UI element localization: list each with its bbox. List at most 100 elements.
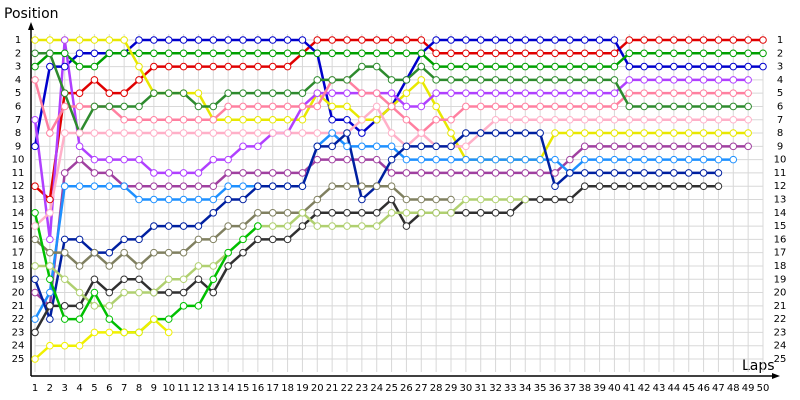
lap-marker: [343, 182, 351, 191]
lap-marker: [372, 208, 381, 217]
lap-marker: [358, 155, 366, 164]
lap-marker: [224, 195, 232, 204]
lap-marker: [551, 102, 559, 111]
lap-marker: [417, 102, 426, 111]
lap-marker: [343, 89, 351, 97]
lap-marker: [580, 76, 589, 84]
series-line: [35, 198, 526, 308]
lap-marker: [31, 62, 39, 71]
lap-marker: [729, 36, 738, 44]
lap-marker: [655, 89, 663, 97]
lap-marker: [164, 36, 173, 44]
lap-marker: [580, 49, 589, 58]
lap-marker: [684, 62, 693, 71]
lap-marker: [521, 195, 530, 204]
lap-marker: [699, 102, 708, 111]
lap-marker: [164, 248, 173, 257]
lap-marker: [551, 89, 559, 97]
x-tick-label: 7: [121, 383, 127, 394]
lap-marker: [684, 142, 693, 151]
lap-marker: [447, 36, 455, 44]
lap-marker: [135, 102, 143, 111]
lap-marker: [239, 49, 247, 58]
lap-marker: [194, 169, 203, 177]
lap-marker: [283, 49, 292, 58]
y-tick-label-right: 6: [777, 101, 783, 112]
y-tick-label: 18: [12, 261, 25, 272]
x-tick-label: 21: [326, 383, 339, 394]
lap-marker: [506, 89, 515, 97]
lap-marker: [491, 102, 500, 111]
lap-marker: [313, 155, 322, 164]
lap-marker: [90, 288, 99, 297]
lap-marker: [462, 36, 470, 44]
lap-marker: [462, 76, 470, 84]
lap-marker: [566, 89, 574, 97]
lap-marker: [209, 36, 218, 44]
x-tick-label: 27: [415, 383, 428, 394]
lap-marker: [135, 288, 143, 297]
series-line: [34, 52, 763, 68]
lap-marker: [239, 129, 247, 137]
lap-marker: [209, 49, 218, 58]
y-tick-label-right: 17: [774, 248, 787, 259]
lap-marker: [476, 62, 485, 71]
lap-marker: [625, 76, 634, 84]
y-tick-label-right: 21: [774, 301, 787, 312]
lap-marker: [120, 182, 128, 191]
y-tick-label-right: 2: [777, 48, 783, 59]
lap-marker: [714, 49, 723, 58]
lap-marker: [402, 222, 411, 230]
lap-marker: [75, 36, 84, 44]
lap-marker: [536, 129, 544, 137]
lap-marker: [670, 142, 678, 151]
lap-marker: [224, 155, 232, 164]
lap-marker: [164, 62, 173, 71]
lap-marker: [521, 76, 530, 84]
lap-marker: [580, 169, 589, 177]
lap-marker: [31, 36, 39, 44]
lap-marker: [551, 62, 559, 71]
x-tick-label: 17: [266, 383, 279, 394]
lap-marker: [372, 89, 381, 97]
x-tick-label: 25: [385, 383, 398, 394]
lap-marker: [595, 142, 604, 151]
lap-marker: [105, 262, 114, 270]
lap-marker: [536, 49, 544, 58]
lap-marker: [298, 49, 307, 58]
lap-marker: [625, 142, 634, 151]
lap-marker: [640, 182, 648, 191]
lap-marker: [90, 182, 99, 191]
lap-marker: [120, 328, 128, 337]
lap-marker: [150, 195, 158, 204]
x-tick-label: 50: [757, 383, 770, 394]
lap-marker: [239, 248, 247, 257]
lap-marker: [343, 155, 351, 164]
x-tick-label: 42: [638, 383, 651, 394]
lap-marker: [432, 102, 440, 111]
y-arrow: [28, 22, 34, 30]
x-tick-label: 14: [222, 383, 235, 394]
lap-marker: [625, 102, 634, 111]
lap-marker: [417, 49, 426, 58]
lap-marker: [164, 222, 173, 230]
lap-marker: [506, 129, 515, 137]
lap-marker: [714, 129, 723, 137]
lap-marker: [120, 36, 128, 44]
lap-marker: [714, 102, 723, 111]
x-tick-label: 16: [251, 383, 264, 394]
lap-marker: [684, 115, 693, 124]
lap-marker: [75, 155, 84, 164]
lap-marker: [224, 115, 232, 124]
lap-marker: [580, 142, 589, 151]
lap-marker: [164, 315, 173, 323]
lap-marker: [625, 129, 634, 137]
lap-marker: [268, 89, 277, 97]
lap-marker: [387, 142, 396, 151]
lap-marker: [268, 169, 277, 177]
lap-marker: [670, 102, 678, 111]
lap-marker: [31, 208, 39, 217]
lap-marker: [90, 155, 99, 164]
lap-marker: [298, 36, 307, 44]
y-tick-label: 19: [12, 274, 25, 285]
